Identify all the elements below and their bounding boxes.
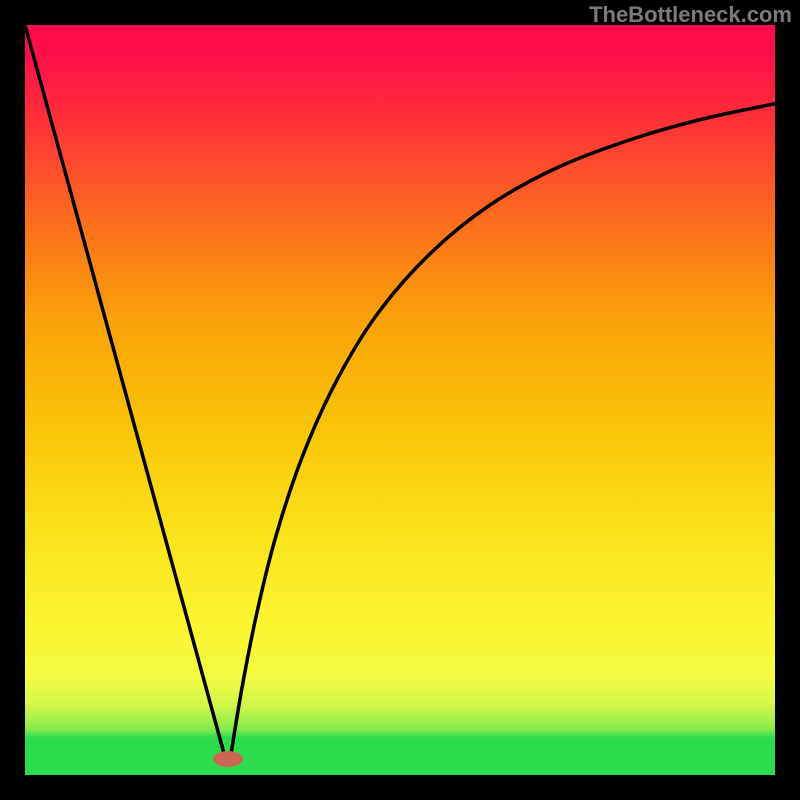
plot-area [25,25,775,775]
chart-frame: TheBottleneck.com [0,0,800,800]
minimum-marker [213,751,243,767]
bottleneck-curve [25,25,775,775]
watermark-text: TheBottleneck.com [589,2,792,28]
curve-left-segment [25,25,224,753]
curve-right-segment [231,104,775,753]
